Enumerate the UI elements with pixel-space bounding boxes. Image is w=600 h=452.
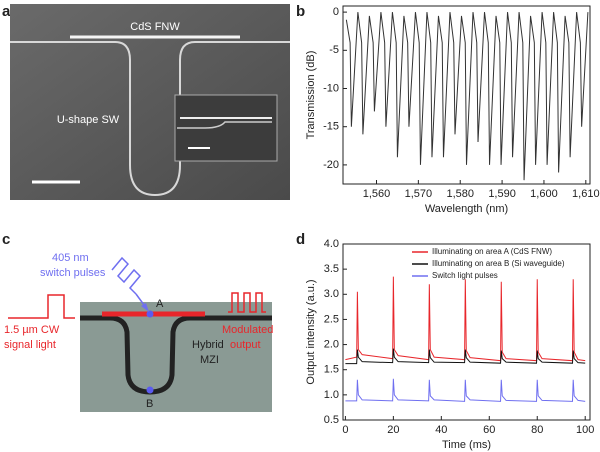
label: U-shape SW <box>57 114 120 126</box>
x-tick-label: 1,600 <box>530 188 558 200</box>
label: output <box>230 339 261 351</box>
x-tick-label: 1,590 <box>488 188 516 200</box>
x-axis-label: Time (ms) <box>442 439 491 451</box>
x-tick-label: 0 <box>342 424 348 436</box>
label: CdS FNW <box>130 21 180 33</box>
data-line <box>345 12 589 181</box>
y-tick-label: 1.5 <box>324 364 339 376</box>
spot-b <box>146 386 154 394</box>
x-tick-label: 1,580 <box>446 188 474 200</box>
switch-pulses <box>111 256 142 295</box>
input-signal <box>8 294 75 319</box>
label: 405 nm <box>52 252 89 264</box>
legend-label: Illuminating on area A (CdS FNW) <box>432 247 552 256</box>
y-tick-label: -5 <box>329 44 339 56</box>
plot-frame <box>342 243 591 421</box>
label: 1.5 µm CW <box>4 324 60 336</box>
y-tick-label: -15 <box>323 121 339 133</box>
panel-label: d <box>296 231 305 248</box>
x-tick-label: 20 <box>387 424 399 436</box>
legend-label: Switch light pulses <box>432 271 498 280</box>
y-tick-label: -20 <box>323 159 339 171</box>
y-tick-label: 2.5 <box>324 313 339 325</box>
label: Modulated <box>222 324 273 336</box>
y-axis-label: Transmission (dB) <box>305 51 317 140</box>
panel-label: c <box>2 231 10 248</box>
arrow-head <box>141 303 149 312</box>
label: MZI <box>200 354 219 366</box>
data-line <box>345 348 586 365</box>
x-tick-label: 60 <box>483 424 495 436</box>
label: switch pulses <box>40 267 106 279</box>
y-tick-label: 2.0 <box>324 338 339 350</box>
label: signal light <box>4 339 56 351</box>
label: A <box>156 298 164 310</box>
u-waveguide <box>10 41 290 197</box>
x-axis-label: Wavelength (nm) <box>425 203 508 215</box>
y-axis-label: Output intensity (a.u.) <box>305 279 317 384</box>
y-tick-label: 1.0 <box>324 389 339 401</box>
panel-label: a <box>2 3 11 20</box>
x-tick-label: 100 <box>576 424 594 436</box>
label: Hybrid <box>192 339 224 351</box>
x-tick-label: 1,610 <box>572 188 600 200</box>
label: B <box>146 398 153 410</box>
y-tick-label: 3.0 <box>324 288 339 300</box>
data-line <box>345 378 586 402</box>
spot-a <box>146 310 154 318</box>
x-tick-label: 40 <box>435 424 447 436</box>
legend-label: Illuminating on area B (Si waveguide) <box>432 259 565 268</box>
plot-frame <box>342 5 591 185</box>
x-tick-label: 1,570 <box>405 188 433 200</box>
y-tick-label: 0.5 <box>324 414 339 426</box>
y-tick-label: 3.5 <box>324 263 339 275</box>
y-tick-label: 4.0 <box>324 238 339 250</box>
inset-waveguide <box>177 121 272 129</box>
panel-label: b <box>296 3 305 20</box>
data-line <box>345 276 586 362</box>
y-tick-label: -10 <box>323 82 339 94</box>
x-tick-label: 80 <box>531 424 543 436</box>
y-tick-label: 0 <box>333 6 339 18</box>
x-tick-label: 1,560 <box>363 188 391 200</box>
output-signal <box>228 292 266 313</box>
